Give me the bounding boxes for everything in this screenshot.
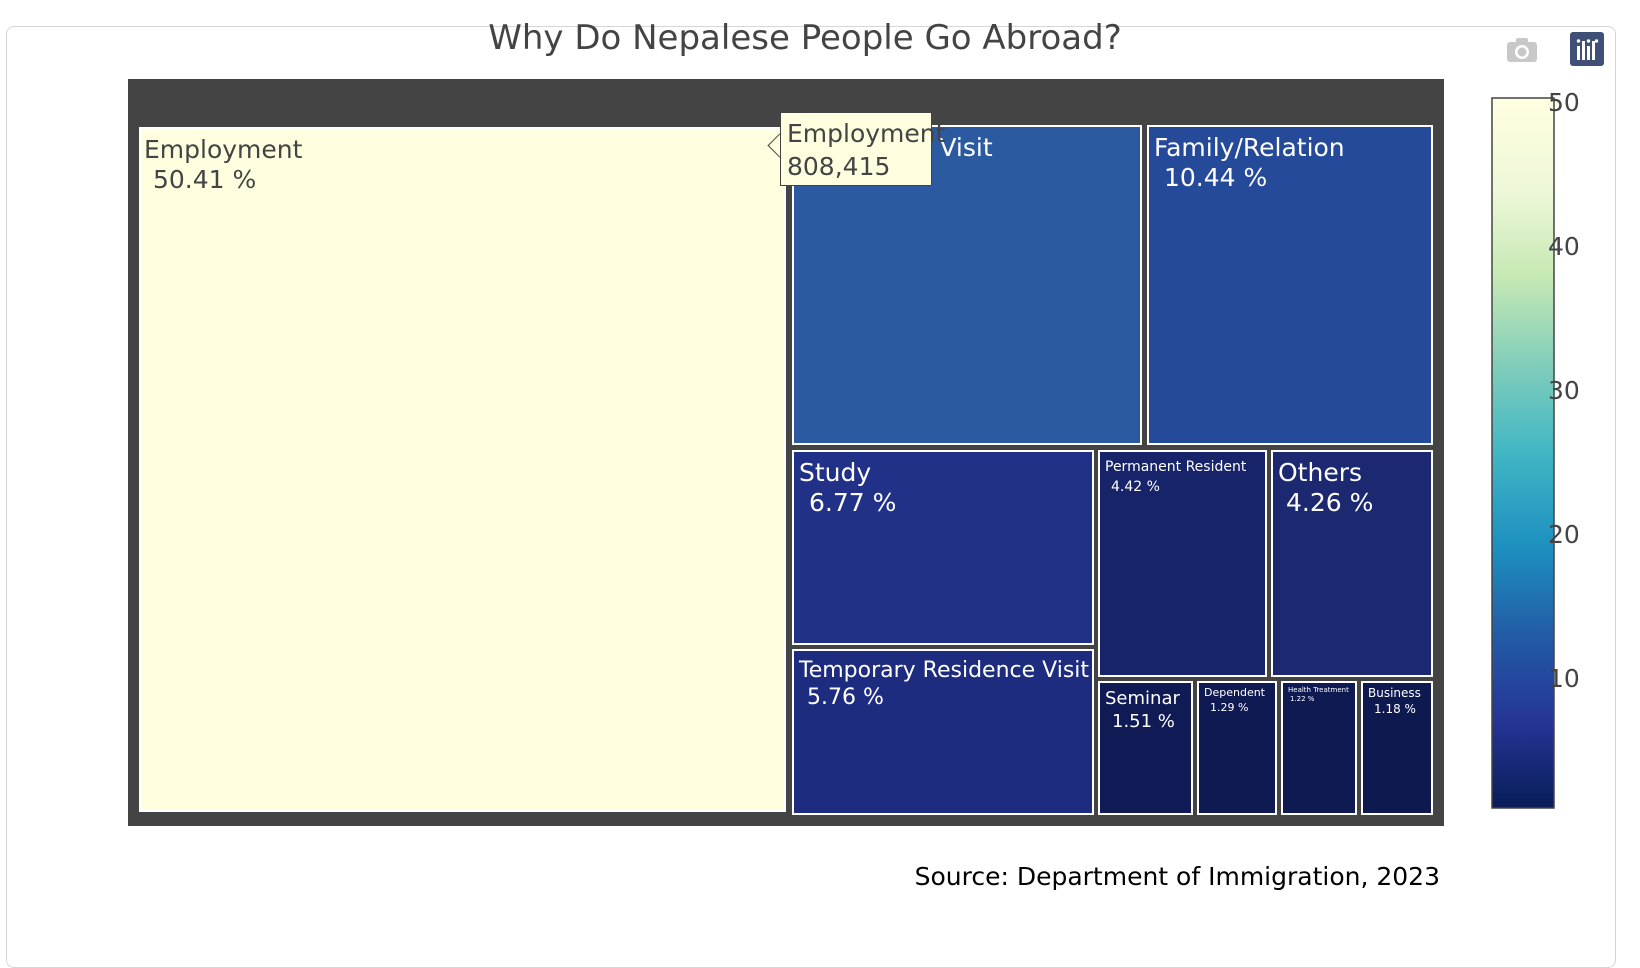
colorbar-tick: 20 [1548,520,1580,549]
tooltip-value: 808,415 [787,152,891,181]
colorbar [1491,97,1555,809]
treemap-tile-value: 1.22 % [1290,695,1315,703]
treemap-tile-label: Family/Relation [1154,133,1345,162]
treemap-tile[interactable]: Business 1.18 % [1361,681,1433,815]
treemap-tile-label: Temporary Residence Visit [798,658,1089,683]
treemap-tile-value: 4.26 % [1286,488,1373,517]
treemap-tile-label: Employment [144,135,303,164]
source-note: Source: Department of Immigration, 2023 [914,862,1440,891]
treemap-tile-rect[interactable] [1361,681,1433,815]
treemap-tile-value: 50.41 % [153,165,256,194]
treemap-tile-label: Dependent [1204,686,1266,699]
treemap-tile-rect[interactable] [139,127,786,812]
treemap-tile-rect[interactable] [1147,125,1433,445]
treemap-tile-value: 1.18 % [1374,702,1416,716]
treemap-tile-value: 10.44 % [1164,163,1267,192]
treemap-tile-value: 6.77 % [809,488,896,517]
treemap-tile-label: Permanent Resident [1105,459,1247,475]
treemap-tile[interactable]: Permanent Resident 4.42 % [1098,450,1267,677]
hover-tooltip: Employment 808,415 [780,112,946,186]
treemap-tile-rect[interactable] [792,649,1094,815]
treemap-tile-rect[interactable] [1098,681,1193,815]
treemap-tile-value: 1.29 % [1210,701,1248,714]
treemap-tile-value: 5.76 % [807,685,884,710]
colorbar-tick: 40 [1548,232,1580,261]
tooltip-label: Employment [787,119,946,148]
treemap-tile-rect[interactable] [1098,450,1267,677]
treemap-tile-label: Others [1278,458,1362,487]
plotly-logo-icon[interactable] [1570,32,1604,68]
treemap-tile-value: 1.51 % [1112,711,1175,732]
treemap-tile[interactable]: Dependent 1.29 % [1197,681,1277,815]
treemap-tile-label: Business [1368,686,1421,700]
colorbar-tick: 10 [1548,664,1580,693]
camera-icon[interactable] [1504,32,1540,68]
colorbar-tick: 50 [1548,88,1580,117]
treemap-tile-label: Health Treatment [1288,686,1349,694]
treemap-tile-label: Study [799,458,871,487]
treemap-tile-rect[interactable] [1271,450,1433,677]
treemap-tile-rect[interactable] [1197,681,1277,815]
chart-title: Why Do Nepalese People Go Abroad? [488,18,1122,58]
treemap-tile-label: Seminar [1105,688,1180,709]
colorbar-tick: 30 [1548,376,1580,405]
treemap-tile-rect[interactable] [1281,681,1357,815]
treemap-tile-value: 4.42 % [1111,479,1160,495]
treemap-tile-rect[interactable] [792,450,1094,645]
